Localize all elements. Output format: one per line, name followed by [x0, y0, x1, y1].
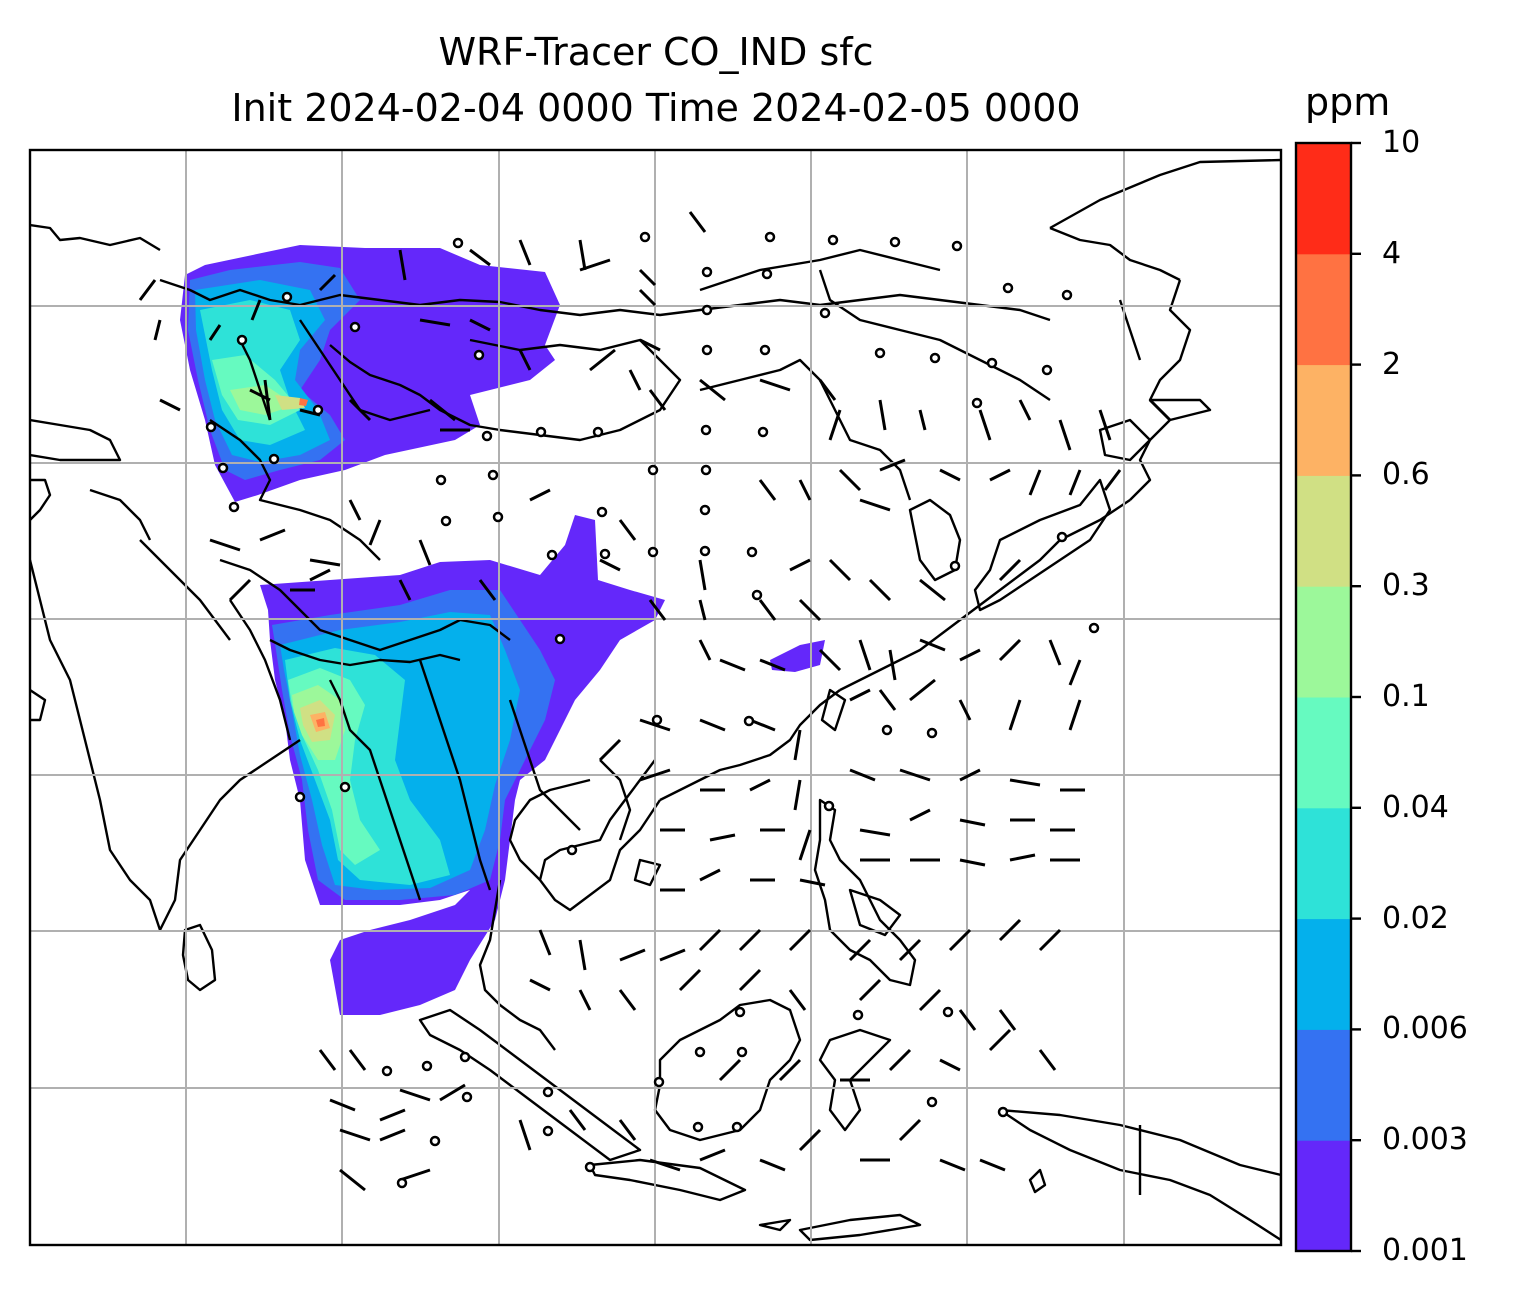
- coast-sumatra: [418, 1008, 642, 1162]
- colorbar-bin: [1296, 807, 1351, 920]
- coast-malay-peninsula: [478, 879, 556, 1051]
- coast-okhotsk-kamchatka: [1129, 279, 1212, 501]
- chart-subtitle: Init 2024-02-04 0000 Time 2024-02-05 000…: [231, 86, 1081, 130]
- colorbar-bin: [1296, 253, 1351, 366]
- colorbar-bin: [1296, 1029, 1351, 1141]
- coast-srilanka: [181, 923, 217, 992]
- colorbar-tick-label: 0.3: [1382, 568, 1430, 604]
- colorbar-tick-label: 10: [1382, 125, 1421, 160]
- coast-caspian: [30, 478, 52, 521]
- coast-arabian-sea-n: [30, 418, 122, 462]
- colorbar-tick-label: 0.1: [1382, 679, 1430, 714]
- colorbar-tick-label: 0.04: [1382, 789, 1449, 825]
- border-kaz-china: [299, 319, 431, 422]
- coast-japan: [973, 478, 1112, 612]
- coast-taiwan: [820, 688, 847, 732]
- colorbar-bin: [1296, 1140, 1351, 1252]
- colorbar-bin: [1296, 475, 1351, 587]
- colorbar-tick-label: 0.006: [1382, 1011, 1468, 1047]
- colorbar-unit-label: ppm: [1305, 80, 1391, 124]
- coast-indochina: [538, 759, 661, 912]
- coast-philippines: [813, 798, 917, 987]
- coast-china-east: [839, 499, 1131, 692]
- colorbar-bin: [1296, 586, 1351, 698]
- gridlines: [30, 150, 1281, 1245]
- chart-title: WRF-Tracer CO_IND sfc: [438, 30, 874, 74]
- coast-borneo: [653, 998, 802, 1142]
- tracer-field: [180, 245, 825, 1015]
- border-russia-kaz: [159, 278, 1051, 322]
- border-myanmar: [328, 679, 422, 901]
- colorbar-tick-label: 0.003: [1382, 1122, 1468, 1158]
- wind-barbs: [138, 211, 1172, 1192]
- colorbar-tick-label: 0.02: [1382, 900, 1449, 936]
- colorbar-bin: [1296, 364, 1351, 476]
- colorbar-tick-label: 2: [1382, 346, 1402, 382]
- coast-timor: [798, 1213, 922, 1242]
- colorbar-frame: [1294, 141, 1353, 1253]
- border-himalaya: [269, 638, 461, 667]
- colorbar: [1296, 141, 1361, 1253]
- calm-markers: [205, 231, 1100, 1189]
- colorbar-bin: [1296, 143, 1351, 255]
- colorbar-bin: [1296, 697, 1351, 809]
- coast-arctic-east: [1049, 158, 1281, 230]
- colorbar-tick-label: 0.001: [1382, 1233, 1468, 1268]
- map-frame: [28, 148, 1283, 1247]
- coast-india-west: [30, 559, 301, 932]
- border-mongolia: [329, 338, 682, 442]
- coast-hainan: [633, 858, 662, 887]
- border-china-sw: [209, 419, 381, 561]
- colorbar-tick-label: 0.6: [1382, 457, 1430, 493]
- colorbar-bin: [1296, 918, 1351, 1030]
- coast-newguinea: [998, 1108, 1281, 1242]
- coast-sulawesi: [818, 1028, 892, 1132]
- colorbar-tick-label: 4: [1382, 235, 1402, 271]
